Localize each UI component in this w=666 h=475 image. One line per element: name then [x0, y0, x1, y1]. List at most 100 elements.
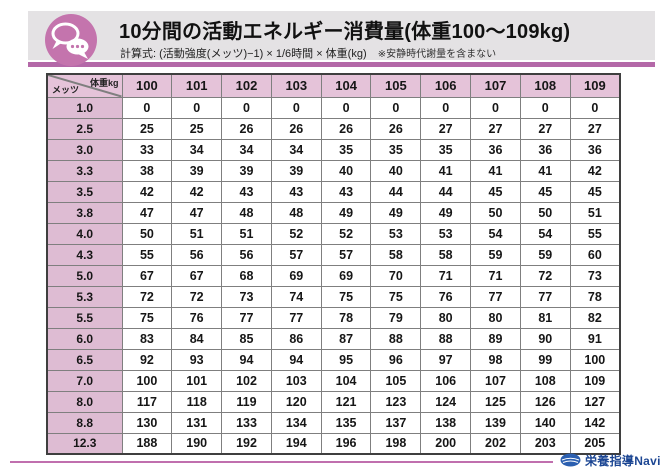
table-row: 3.0 33 34 34 34 35 35 35 36 36 36	[46, 138, 621, 161]
table-body: 1.0 0 0 0 0 0 0 0 0 0 0 2.5 25 25 26 26 26 26 27 27 27 27 3.0 3…	[46, 96, 621, 455]
energy-value-cell: 43	[221, 180, 272, 203]
energy-value-cell: 127	[569, 390, 621, 413]
weight-column-header: 108	[519, 73, 571, 98]
energy-value-cell: 45	[519, 180, 571, 203]
energy-value-cell: 87	[320, 327, 372, 350]
energy-value-cell: 40	[370, 159, 422, 182]
energy-value-cell: 130	[121, 411, 173, 434]
energy-value-cell: 45	[569, 180, 621, 203]
energy-value-cell: 51	[171, 222, 223, 245]
energy-value-cell: 84	[171, 327, 223, 350]
energy-value-cell: 39	[221, 159, 272, 182]
mets-row-header: 3.3	[46, 159, 123, 182]
energy-value-cell: 49	[320, 201, 372, 224]
energy-value-cell: 74	[270, 285, 322, 308]
energy-value-cell: 36	[569, 138, 621, 161]
energy-value-cell: 124	[420, 390, 472, 413]
energy-value-cell: 34	[221, 138, 272, 161]
energy-value-cell: 53	[420, 222, 472, 245]
table-row: 5.5 75 76 77 77 78 79 80 80 81 82	[46, 306, 621, 329]
table-row: 3.8 47 47 48 48 49 49 49 50 50 51	[46, 201, 621, 224]
energy-value-cell: 75	[121, 306, 173, 329]
footer-logo: 栄養指導Navi	[560, 450, 661, 470]
navi-oval-logo-icon	[560, 453, 581, 467]
energy-value-cell: 140	[519, 411, 571, 434]
table-row: 4.0 50 51 51 52 52 53 53 54 54 55	[46, 222, 621, 245]
energy-value-cell: 100	[569, 348, 621, 371]
energy-value-cell: 26	[270, 117, 322, 140]
table-row: 4.3 55 56 56 57 57 58 58 59 59 60	[46, 243, 621, 266]
energy-value-cell: 70	[370, 264, 422, 287]
energy-value-cell: 200	[420, 432, 472, 455]
energy-value-cell: 133	[221, 411, 272, 434]
footer-divider-line	[10, 461, 553, 463]
energy-value-cell: 33	[121, 138, 173, 161]
energy-value-cell: 0	[370, 96, 422, 119]
mets-row-header: 4.3	[46, 243, 123, 266]
energy-value-cell: 25	[121, 117, 173, 140]
energy-value-cell: 42	[171, 180, 223, 203]
energy-value-cell: 88	[420, 327, 472, 350]
energy-value-cell: 77	[270, 306, 322, 329]
energy-value-cell: 81	[519, 306, 571, 329]
energy-value-cell: 68	[221, 264, 272, 287]
energy-value-cell: 71	[420, 264, 472, 287]
energy-value-cell: 44	[370, 180, 422, 203]
energy-value-cell: 100	[121, 369, 173, 392]
energy-value-cell: 43	[270, 180, 322, 203]
energy-value-cell: 203	[519, 432, 571, 455]
energy-value-cell: 77	[221, 306, 272, 329]
energy-value-cell: 57	[320, 243, 372, 266]
energy-value-cell: 56	[221, 243, 272, 266]
energy-value-cell: 0	[519, 96, 571, 119]
energy-value-cell: 54	[470, 222, 521, 245]
energy-value-cell: 93	[171, 348, 223, 371]
table-row: 12.3 188 190 192 194 196 198 200 202 203 205	[46, 432, 621, 455]
energy-value-cell: 27	[420, 117, 472, 140]
energy-value-cell: 102	[221, 369, 272, 392]
energy-value-cell: 53	[370, 222, 422, 245]
energy-value-cell: 79	[370, 306, 422, 329]
energy-value-cell: 86	[270, 327, 322, 350]
energy-value-cell: 75	[320, 285, 372, 308]
weight-column-header: 103	[270, 73, 322, 98]
energy-value-cell: 72	[519, 264, 571, 287]
energy-value-cell: 109	[569, 369, 621, 392]
energy-value-cell: 38	[121, 159, 173, 182]
energy-value-cell: 27	[569, 117, 621, 140]
energy-value-cell: 42	[569, 159, 621, 182]
energy-value-cell: 0	[121, 96, 173, 119]
energy-value-cell: 105	[370, 369, 422, 392]
energy-value-cell: 117	[121, 390, 173, 413]
energy-value-cell: 90	[519, 327, 571, 350]
energy-value-cell: 59	[470, 243, 521, 266]
table-row: 6.5 92 93 94 94 95 96 97 98 99 100	[46, 348, 621, 371]
energy-value-cell: 80	[420, 306, 472, 329]
energy-value-cell: 139	[470, 411, 521, 434]
footer-logo-text: 栄養指導Navi	[585, 453, 661, 468]
energy-value-cell: 142	[569, 411, 621, 434]
energy-value-cell: 0	[569, 96, 621, 119]
energy-value-cell: 0	[270, 96, 322, 119]
energy-value-cell: 45	[470, 180, 521, 203]
table-row: 6.0 83 84 85 86 87 88 88 89 90 91	[46, 327, 621, 350]
energy-value-cell: 35	[320, 138, 372, 161]
energy-value-cell: 88	[370, 327, 422, 350]
weight-column-header: 105	[370, 73, 422, 98]
energy-value-cell: 49	[420, 201, 472, 224]
energy-value-cell: 0	[171, 96, 223, 119]
energy-value-cell: 0	[320, 96, 372, 119]
energy-value-cell: 138	[420, 411, 472, 434]
weight-column-header: 101	[171, 73, 223, 98]
energy-value-cell: 83	[121, 327, 173, 350]
energy-value-cell: 58	[370, 243, 422, 266]
energy-value-cell: 92	[121, 348, 173, 371]
energy-value-cell: 192	[221, 432, 272, 455]
weight-column-header: 100	[121, 73, 173, 98]
mets-row-header: 8.0	[46, 390, 123, 413]
energy-value-cell: 52	[270, 222, 322, 245]
mets-row-header: 4.0	[46, 222, 123, 245]
corner-weight-label: 体重kg	[89, 78, 119, 88]
energy-value-cell: 69	[270, 264, 322, 287]
energy-value-cell: 205	[569, 432, 621, 455]
